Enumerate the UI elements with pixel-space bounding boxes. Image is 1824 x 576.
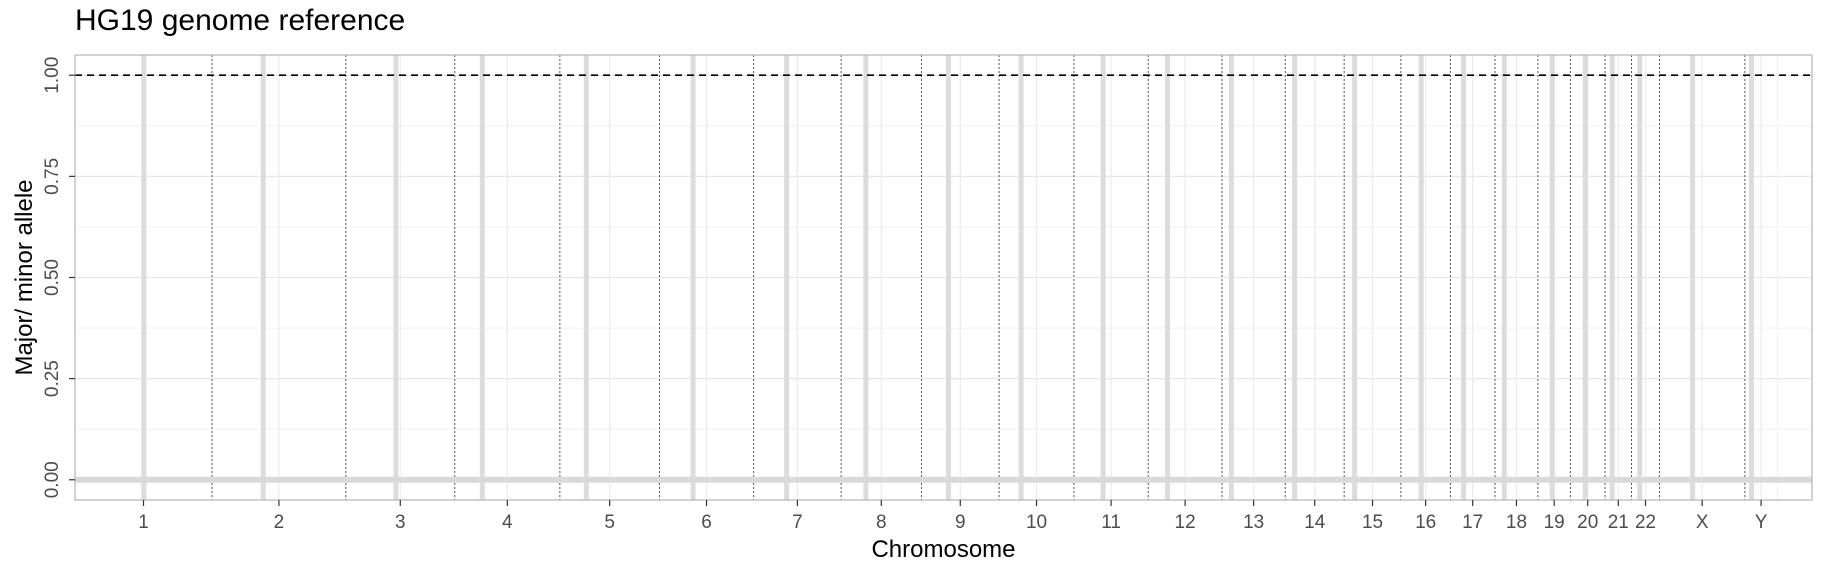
x-tick-label: 18 <box>1506 512 1527 533</box>
x-tick-label: 9 <box>955 512 966 533</box>
centromere-band-chr5 <box>583 55 589 500</box>
x-tick-label: 14 <box>1304 512 1326 533</box>
centromere-band-chr13 <box>1228 55 1234 500</box>
x-tick-label: 21 <box>1608 512 1629 533</box>
y-axis-title: Major/ minor allele <box>11 179 38 375</box>
chart-title: HG19 genome reference <box>75 4 406 37</box>
y-tick-label: 1.00 <box>42 57 63 94</box>
centromere-band-chr8 <box>863 55 869 500</box>
centromere-band-chr6 <box>690 55 696 500</box>
x-tick-label: 1 <box>138 512 149 533</box>
x-tick-label: 13 <box>1243 512 1264 533</box>
x-tick-label: 17 <box>1462 512 1483 533</box>
centromere-layer <box>141 55 1754 500</box>
x-tick-label: 22 <box>1635 512 1656 533</box>
centromere-band-chr11 <box>1100 55 1106 500</box>
centromere-band-chr12 <box>1165 55 1171 500</box>
centromere-band-chr20 <box>1582 55 1588 500</box>
x-tick-label: 19 <box>1544 512 1565 533</box>
x-tick-label: 2 <box>274 512 285 533</box>
x-tick-label: Y <box>1755 512 1768 533</box>
x-tick-label: 12 <box>1175 512 1196 533</box>
y-tick-label: 0.50 <box>42 259 63 296</box>
x-tick-label: 8 <box>876 512 887 533</box>
x-tick-label: 6 <box>701 512 712 533</box>
centromere-band-chr14 <box>1292 55 1298 500</box>
centromere-band-chr7 <box>784 55 790 500</box>
x-tick-label: 7 <box>792 512 803 533</box>
centromere-band-chr10 <box>1018 55 1024 500</box>
y-tick-label: 0.25 <box>42 360 63 397</box>
series-line-0 <box>75 476 1812 483</box>
centromere-band-chr1 <box>141 55 147 500</box>
centromere-band-chr16 <box>1418 55 1424 500</box>
x-tick-label: 15 <box>1362 512 1383 533</box>
series-layer <box>75 476 1812 483</box>
y-tick-label: 0.75 <box>42 158 63 195</box>
centromere-band-chr9 <box>945 55 951 500</box>
x-axis: 1 2 3 4 5 6 7 8 9 10 11 12 13 14 15 16 17 18 19 20 21 22 X Y <box>138 500 1768 533</box>
x-tick-label: 20 <box>1577 512 1598 533</box>
x-tick-label: 4 <box>502 512 513 533</box>
y-tick-label: 0.00 <box>42 461 63 498</box>
centromere-band-chr19 <box>1549 55 1555 500</box>
x-tick-label: 10 <box>1026 512 1047 533</box>
centromere-band-chr15 <box>1352 55 1358 500</box>
centromere-band-chr21 <box>1609 55 1615 500</box>
x-tick-label: 3 <box>395 512 406 533</box>
centromere-band-chrY <box>1748 55 1754 500</box>
centromere-band-chr22 <box>1637 55 1643 500</box>
x-tick-label: X <box>1696 512 1709 533</box>
centromere-band-chr2 <box>260 55 266 500</box>
centromere-band-chrX <box>1690 55 1696 500</box>
centromere-band-chr4 <box>479 55 485 500</box>
centromere-band-chr17 <box>1461 55 1467 500</box>
centromere-band-chr3 <box>393 55 399 500</box>
x-axis-title: Chromosome <box>871 536 1015 563</box>
x-tick-label: 5 <box>604 512 615 533</box>
x-tick-label: 11 <box>1101 512 1121 533</box>
centromere-band-chr18 <box>1501 55 1507 500</box>
y-axis: 0.00 0.25 0.50 0.75 1.00 <box>42 57 75 498</box>
x-tick-label: 16 <box>1415 512 1436 533</box>
